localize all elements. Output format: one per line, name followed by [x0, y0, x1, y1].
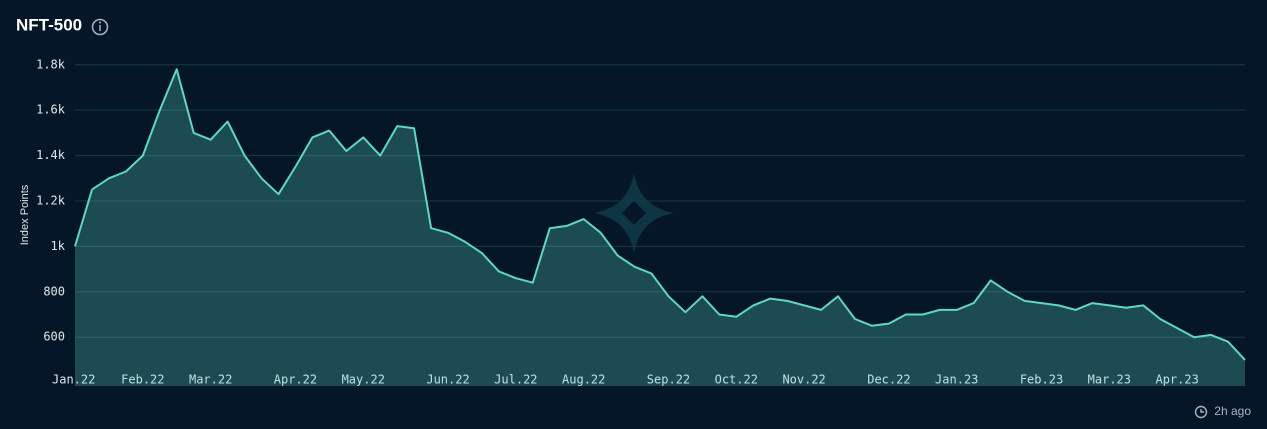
- y-tick-label: 1.8k: [36, 57, 66, 71]
- x-tick-label: May.22: [342, 373, 385, 387]
- x-tick-label: Jan.22: [52, 373, 95, 387]
- updated-label: 2h ago: [1214, 404, 1251, 418]
- y-tick-label: 1k: [51, 239, 66, 253]
- info-icon[interactable]: [91, 18, 109, 36]
- y-tick-label: 800: [43, 284, 65, 298]
- x-tick-label: Jun.22: [426, 373, 469, 387]
- x-tick-label: Aug.22: [562, 373, 605, 387]
- y-axis-label: Index Points: [19, 184, 31, 245]
- x-tick-label: Dec.22: [867, 373, 910, 387]
- line: [74, 68, 1246, 361]
- x-tick-label: Feb.23: [1020, 373, 1063, 387]
- x-tick-label: Jul.22: [494, 373, 537, 387]
- x-tick-label: Sep.22: [647, 373, 690, 387]
- x-tick-label: Jan.23: [935, 373, 978, 387]
- x-tick-label: Apr.22: [274, 373, 317, 387]
- x-tick-label: Mar.22: [189, 373, 232, 387]
- x-tick-label: Nov.22: [782, 373, 825, 387]
- y-tick-label: 1.6k: [36, 103, 66, 117]
- y-tick-label: 1.2k: [36, 193, 66, 207]
- x-tick-label: Mar.23: [1088, 373, 1131, 387]
- y-tick-label: 1.4k: [36, 148, 66, 162]
- x-tick-label: Apr.23: [1155, 373, 1198, 387]
- clock-icon: [1194, 405, 1208, 419]
- chart-title: NFT-500: [16, 15, 82, 34]
- x-tick-label: Oct.22: [715, 373, 758, 387]
- x-tick-label: Feb.22: [121, 373, 164, 387]
- y-tick-label: 600: [43, 330, 65, 344]
- watermark: [594, 173, 674, 253]
- area: [75, 69, 1245, 387]
